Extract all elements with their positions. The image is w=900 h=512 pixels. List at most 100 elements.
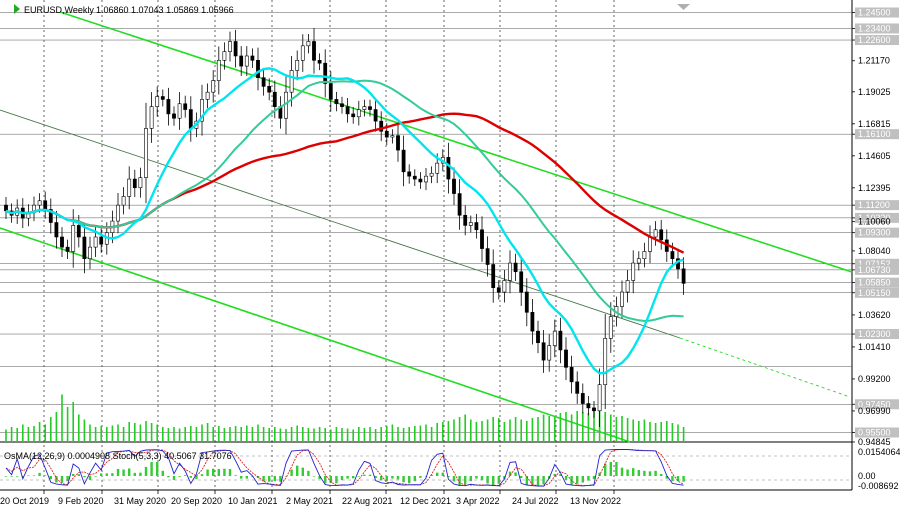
volume-bar xyxy=(626,418,629,442)
volume-bar xyxy=(139,424,142,442)
volume-bar xyxy=(503,422,506,442)
volume-bar xyxy=(218,426,220,442)
indicator-tick-label: 0.00 xyxy=(858,471,876,481)
price-tick-label: 1.10060 xyxy=(858,217,891,227)
osma-bar xyxy=(72,473,75,476)
candle-body xyxy=(580,393,585,404)
volume-bar xyxy=(593,409,595,442)
volume-bar xyxy=(274,427,276,442)
candle-body xyxy=(250,55,255,61)
date-tick-label: 9 Feb 2020 xyxy=(58,496,104,506)
candle-body xyxy=(37,200,42,206)
osma-bar xyxy=(307,470,310,476)
price-tick-label: 1.05150 xyxy=(858,288,891,298)
price-label-bg xyxy=(855,329,899,340)
price-tick-label: 0.96990 xyxy=(858,406,891,416)
osma-bar xyxy=(111,473,114,476)
volume-bar xyxy=(643,419,646,442)
osma-bar xyxy=(592,476,596,480)
price-tick-label: 1.03620 xyxy=(858,310,891,320)
indicator-label: OsMA(12,26,9) 0.0004908 Stoch(5,3,3) 40.… xyxy=(4,451,232,461)
volume-bar xyxy=(654,423,657,442)
candle-body xyxy=(138,177,143,189)
price-axis: 1.24500 1.23400 1.22600 1.21170 1.19025 1.168… xyxy=(852,7,899,447)
osma-bar xyxy=(16,476,19,477)
osma-bar xyxy=(452,476,456,482)
volume-bar xyxy=(587,413,590,442)
date-tick-label: 3 Apr 2022 xyxy=(456,496,500,506)
osma-bar xyxy=(245,476,248,479)
candle-body xyxy=(536,330,540,344)
candle-body xyxy=(513,262,518,273)
osma-bar xyxy=(637,470,640,476)
osma-bar xyxy=(514,472,517,476)
volume-bar xyxy=(330,429,332,442)
volume-bar xyxy=(442,422,444,442)
osma-bar xyxy=(279,476,282,482)
osma-bar xyxy=(206,469,209,476)
volume-bar xyxy=(150,423,153,442)
volume-bar xyxy=(128,422,130,442)
candle-body xyxy=(289,70,294,93)
volume-bar xyxy=(582,412,584,442)
candle-body xyxy=(183,103,188,110)
candle-body xyxy=(43,200,48,210)
volume-bar xyxy=(307,428,310,442)
volume-bar xyxy=(262,427,265,442)
osma-bar xyxy=(340,476,344,481)
moving-average-layer xyxy=(5,67,685,375)
candle-body xyxy=(233,41,238,57)
candle-body xyxy=(76,225,81,238)
candle-body xyxy=(267,86,272,93)
osma-bar xyxy=(368,474,372,476)
candle-body xyxy=(172,113,176,119)
osma-bar xyxy=(671,476,674,482)
price-label-bg xyxy=(855,35,899,46)
osma-bar xyxy=(391,476,394,479)
volume-bar xyxy=(201,424,203,442)
price-tick-label: 1.01410 xyxy=(858,342,891,352)
osma-bar xyxy=(240,476,243,479)
scroll-down-icon[interactable] xyxy=(677,4,690,10)
volume-bar xyxy=(559,413,562,442)
osma-bar xyxy=(396,476,400,480)
candle-body xyxy=(558,330,563,351)
candle-body xyxy=(373,109,378,122)
volume-bar xyxy=(526,421,528,442)
volume-bar xyxy=(610,414,612,442)
candle-body xyxy=(418,178,423,183)
candle-body xyxy=(642,251,647,260)
volume-bar xyxy=(290,427,293,442)
osma-bar xyxy=(632,468,635,476)
candle-body xyxy=(625,280,630,293)
price-tick-label: 1.02300 xyxy=(858,329,891,339)
volume-bar xyxy=(380,427,382,442)
price-tick-label: 1.09300 xyxy=(858,228,891,238)
candle-body xyxy=(530,312,535,332)
osma-bar xyxy=(4,476,8,477)
osma-bar xyxy=(27,475,30,477)
volume-bar xyxy=(436,423,438,442)
osma-bar xyxy=(60,476,64,483)
price-tick-label: 0.95500 xyxy=(858,428,891,438)
osma-bar xyxy=(447,476,450,478)
price-label-bg xyxy=(855,427,899,438)
stoch-main-line xyxy=(5,448,684,487)
osma-bar xyxy=(38,472,41,476)
osma-bar xyxy=(380,476,383,481)
candle-body xyxy=(88,246,92,260)
oscillator-layer: 0.0154064 0.00-0.008692 xyxy=(0,447,900,491)
price-tick-label: 1.21170 xyxy=(858,56,890,66)
osma-bar xyxy=(525,476,528,485)
volume-bar xyxy=(27,427,30,442)
price-tick-label: 1.10320 xyxy=(858,213,891,223)
price-label-bg xyxy=(855,287,899,298)
candle-body xyxy=(592,407,596,412)
osma-bar xyxy=(150,462,153,476)
osma-bar xyxy=(676,476,680,482)
price-tick-label: 1.24500 xyxy=(858,8,891,18)
osma-bar xyxy=(301,467,304,476)
osma-bar xyxy=(419,476,422,478)
volume-bar xyxy=(481,421,483,442)
price-label-bg xyxy=(855,212,899,223)
